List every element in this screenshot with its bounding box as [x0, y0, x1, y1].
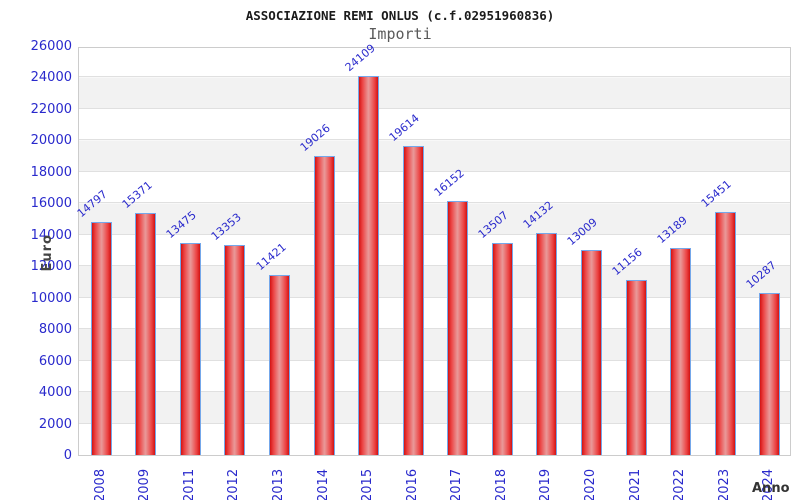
x-tick-label: 2008 — [92, 468, 108, 500]
x-tick-label: 2016 — [404, 468, 420, 500]
bar — [402, 146, 424, 455]
x-axis-title: Anno — [752, 481, 790, 496]
y-tick-label: 16000 — [30, 196, 72, 212]
bar — [447, 200, 469, 455]
y-tick-label: 14000 — [30, 227, 72, 243]
x-tick-label: 2011 — [181, 468, 197, 500]
bar — [536, 232, 558, 455]
gridline — [79, 139, 790, 141]
y-tick-label: 20000 — [30, 133, 72, 149]
bar — [714, 211, 736, 455]
gridline — [79, 107, 790, 109]
gridline — [79, 202, 790, 204]
gridline — [79, 422, 790, 424]
y-tick-label: 8000 — [38, 322, 72, 338]
bar — [670, 247, 692, 455]
y-tick-label: 12000 — [30, 259, 72, 275]
x-tick-label: 2015 — [360, 468, 376, 500]
x-tick-label: 2009 — [137, 468, 153, 500]
gridline — [79, 391, 790, 393]
y-tick-label: 22000 — [30, 101, 72, 117]
x-tick-label: 2019 — [538, 468, 554, 500]
y-tick-label: 4000 — [38, 385, 72, 401]
bar — [313, 155, 335, 455]
y-axis-title: Euro — [40, 234, 55, 272]
gridline — [79, 359, 790, 361]
x-tick-label: 2012 — [226, 468, 242, 500]
bar — [224, 244, 246, 455]
bar — [625, 279, 647, 455]
bar — [269, 275, 291, 455]
bar — [759, 293, 781, 455]
x-tick-label: 2018 — [493, 468, 509, 500]
gridline — [79, 170, 790, 172]
gridline — [79, 265, 790, 267]
y-tick-label: 26000 — [30, 39, 72, 54]
bar — [90, 222, 112, 455]
x-tick-label: 2017 — [449, 468, 465, 500]
x-tick-label: 2023 — [716, 468, 732, 500]
chart-subtitle: Importi — [368, 25, 432, 43]
x-tick-label: 2022 — [672, 468, 688, 500]
bar — [358, 75, 380, 455]
plot-area — [78, 47, 791, 456]
bar — [179, 243, 201, 455]
x-tick-label: 2020 — [582, 468, 598, 500]
y-tick-label: 24000 — [30, 70, 72, 86]
chart-title: ASSOCIAZIONE REMI ONLUS (c.f.02951960836… — [245, 8, 555, 23]
y-tick-label: 18000 — [30, 164, 72, 180]
bar — [491, 242, 513, 455]
y-tick-label: 6000 — [38, 353, 72, 369]
y-tick-label: 2000 — [38, 416, 72, 432]
y-tick-label: 0 — [63, 448, 72, 463]
y-tick-label: 10000 — [30, 290, 72, 306]
gridline — [79, 76, 790, 78]
gridline — [79, 233, 790, 235]
gridline — [79, 296, 790, 298]
x-tick-label: 2013 — [271, 468, 287, 500]
bar — [580, 250, 602, 455]
x-tick-label: 2014 — [315, 468, 331, 500]
bar — [135, 213, 157, 455]
gridline — [79, 328, 790, 330]
x-tick-label: 2021 — [627, 468, 643, 500]
